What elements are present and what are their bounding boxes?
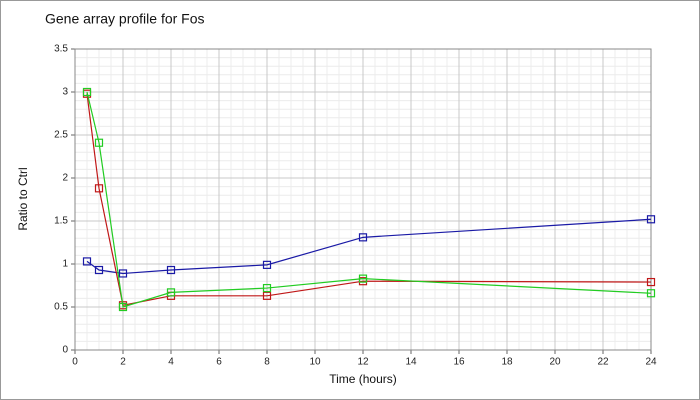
series-line: [86, 218, 652, 275]
data-point: [262, 260, 272, 269]
x-tick-label: 12: [357, 357, 369, 368]
data-point: [94, 184, 104, 193]
x-tick-label: 8: [264, 357, 270, 368]
data-point: [94, 138, 104, 147]
x-tick-label: 10: [309, 357, 321, 368]
x-tick-label: 2: [120, 357, 126, 368]
y-tick-label: 1: [62, 259, 68, 270]
grid: [74, 48, 652, 351]
x-tick-label: 16: [453, 357, 465, 368]
data-point: [118, 302, 128, 312]
x-axis-label: Time (hours): [329, 372, 397, 386]
data-point: [166, 288, 176, 297]
x-tick-label: 6: [216, 357, 222, 368]
x-tick-label: 20: [549, 357, 561, 368]
data-point: [358, 274, 368, 283]
data-point: [118, 269, 128, 278]
plot-border: [74, 48, 652, 351]
y-tick-label: 3: [62, 87, 68, 98]
data-point: [262, 283, 272, 293]
y-tick-label: 3.5: [54, 44, 68, 55]
y-tick-label: 2.5: [54, 130, 68, 141]
x-tick-label: 18: [501, 357, 513, 368]
y-tick-label: 0: [62, 345, 68, 356]
data-point: [358, 233, 368, 242]
data-point: [82, 87, 92, 97]
x-tick-label: 14: [405, 357, 417, 368]
data-point: [646, 289, 656, 298]
data-point: [94, 265, 104, 275]
data-point: [82, 257, 92, 266]
y-axis-label: Ratio to Ctrl: [16, 167, 30, 230]
series-line: [86, 91, 652, 308]
y-tick-label: 2: [62, 173, 68, 184]
data-point: [262, 291, 272, 300]
y-tick-label: 0.5: [54, 302, 68, 313]
data-point: [166, 265, 176, 275]
x-tick-label: 24: [645, 357, 657, 368]
x-tick-label: 0: [72, 357, 78, 368]
chart-title: Gene array profile for Fos: [45, 11, 205, 27]
data-point: [646, 215, 656, 224]
x-tick-label: 22: [597, 357, 609, 368]
x-tick-label: 4: [168, 357, 174, 368]
data-point: [646, 277, 656, 287]
y-tick-label: 1.5: [54, 216, 68, 227]
